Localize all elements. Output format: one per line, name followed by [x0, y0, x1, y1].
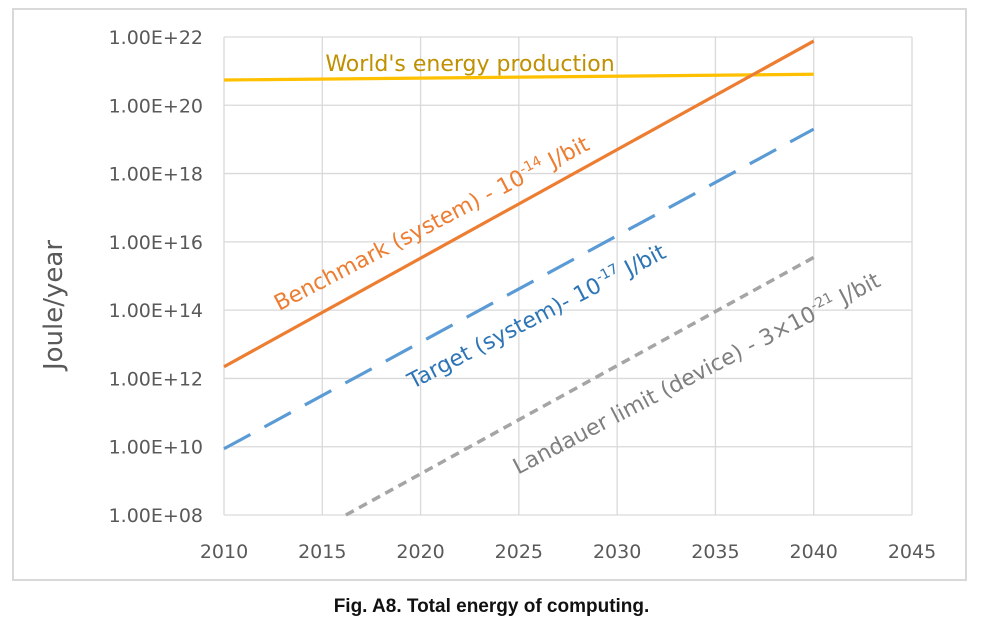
annotation-unit: J/bit — [615, 240, 671, 285]
y-tick-label: 1.00E+10 — [109, 437, 203, 459]
annotation-unit: J/bit — [829, 268, 885, 313]
x-tick-label: 2040 — [790, 541, 838, 563]
series-line-1 — [223, 39, 815, 369]
annotation-text: Landauer limit (device) - 3×10 — [509, 302, 820, 480]
x-tick-label: 2020 — [396, 541, 444, 563]
y-tick-label: 1.00E+14 — [109, 300, 203, 322]
y-tick-label: 1.00E+18 — [109, 164, 203, 186]
series-lines — [223, 39, 815, 517]
x-tick-label: 2030 — [593, 541, 641, 563]
series-annotations: World's energy production Benchmark (syst… — [269, 52, 885, 480]
annotation-text: Benchmark (system) - 10 — [270, 165, 529, 316]
chart-frame — [12, 8, 967, 581]
annotation-unit: J/bit — [538, 132, 594, 177]
y-tick-labels: 1.00E+08 1.00E+10 1.00E+12 1.00E+14 1.00E+16… — [109, 27, 203, 527]
series-annotation-0: World's energy production — [325, 52, 614, 77]
x-tick-label: 2025 — [495, 541, 543, 563]
y-tick-label: 1.00E+22 — [109, 27, 203, 49]
grid — [223, 36, 913, 516]
y-tick-label: 1.00E+16 — [109, 232, 203, 254]
y-tick-label: 1.00E+20 — [109, 95, 203, 117]
series-annotation-1: Benchmark (system) - 10-14 J/bit — [269, 130, 593, 316]
figure-caption: Fig. A8. Total energy of computing. — [333, 596, 650, 617]
y-tick-label: 1.00E+12 — [109, 368, 203, 390]
series-line-0 — [223, 72, 814, 82]
x-tick-label: 2035 — [691, 541, 739, 563]
x-tick-label: 2045 — [888, 541, 936, 563]
x-tick-label: 2010 — [200, 541, 248, 563]
series-line-2 — [223, 127, 815, 451]
annotation-text: World's energy production — [325, 52, 614, 77]
x-tick-labels: 2010 2015 2020 2025 2030 2035 2040 2045 — [200, 541, 936, 563]
series-annotation-2: Target (system)- 10-17 J/bit — [402, 238, 670, 395]
y-tick-label: 1.00E+08 — [109, 505, 203, 527]
x-tick-label: 2015 — [298, 541, 346, 563]
y-axis-label: Joule/year — [39, 240, 69, 372]
